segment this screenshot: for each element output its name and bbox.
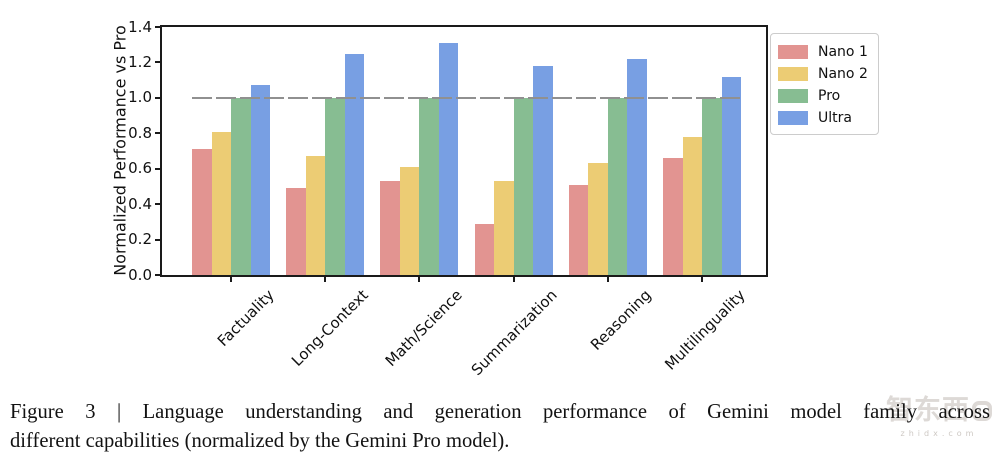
bar-ultra-summarization xyxy=(533,65,553,275)
caption-line-2: different capabilities (normalized by th… xyxy=(10,430,510,452)
y-tick-mark xyxy=(155,167,160,170)
legend-label-nano-1: Nano 1 xyxy=(818,44,868,60)
bar-pro-multilinguality xyxy=(702,97,722,275)
watermark: 智东西 zhidx.com xyxy=(884,396,994,438)
watermark-face-icon xyxy=(972,401,992,421)
bar-nano-2-factuality xyxy=(211,131,231,275)
y-tick-label: 1.4 xyxy=(128,17,152,36)
bar-ultra-long-context xyxy=(344,53,365,275)
legend-label-nano-2: Nano 2 xyxy=(818,66,868,82)
legend-item-ultra: Ultra xyxy=(778,107,878,129)
y-tick-label: 0.4 xyxy=(128,194,152,213)
x-tick-mark xyxy=(606,277,609,282)
legend-label-ultra: Ultra xyxy=(818,110,852,126)
legend-label-pro: Pro xyxy=(818,88,841,104)
y-tick-mark xyxy=(155,26,160,28)
x-tick-mark xyxy=(418,277,421,282)
bar-nano-2-long-context xyxy=(305,156,326,275)
legend-swatch-ultra xyxy=(778,111,808,125)
bar-ultra-math-science xyxy=(438,42,459,275)
figure-caption: Figure 3 | Language understanding and ge… xyxy=(10,398,990,456)
axis-spine-right xyxy=(766,25,768,277)
bar-nano-1-factuality xyxy=(192,149,212,275)
bar-ultra-reasoning xyxy=(627,58,647,275)
bar-ultra-multilinguality xyxy=(721,76,741,275)
caption-line-1: Figure 3 | Language understanding and ge… xyxy=(10,401,990,423)
bar-nano-1-math-science xyxy=(380,181,400,275)
y-tick-label: 0.2 xyxy=(128,230,152,249)
axis-spine-bottom xyxy=(160,275,768,277)
watermark-logo-text: 智东西 xyxy=(886,395,970,426)
bar-pro-math-science xyxy=(419,97,439,275)
y-axis-title: Normalized Performance vs Pro xyxy=(110,25,130,276)
bar-pro-factuality xyxy=(231,97,251,275)
axis-spine-top xyxy=(160,25,768,27)
legend-item-nano-2: Nano 2 xyxy=(778,63,878,85)
y-tick-mark xyxy=(155,274,160,276)
y-tick-label: 0.6 xyxy=(128,159,152,178)
bar-pro-reasoning xyxy=(607,97,628,275)
legend-item-pro: Pro xyxy=(778,85,878,107)
legend-swatch-pro xyxy=(778,89,808,103)
bar-pro-long-context xyxy=(325,97,345,275)
bar-pro-summarization xyxy=(513,97,534,275)
y-tick-label: 0.0 xyxy=(128,265,152,284)
legend-swatch-nano-1 xyxy=(778,45,808,59)
y-tick-mark xyxy=(155,203,160,206)
bar-nano-2-math-science xyxy=(399,166,420,275)
bar-nano-2-reasoning xyxy=(588,163,608,275)
x-tick-mark xyxy=(512,277,515,282)
y-tick-mark xyxy=(155,61,160,64)
legend: Nano 1 Nano 2 Pro Ultra xyxy=(770,33,879,135)
legend-swatch-nano-2 xyxy=(778,67,808,81)
bar-nano-1-multilinguality xyxy=(663,158,683,275)
y-tick-label: 1.2 xyxy=(128,52,152,71)
x-tick-mark xyxy=(230,277,232,282)
reference-line xyxy=(192,96,741,99)
bar-nano-1-long-context xyxy=(286,188,306,275)
y-tick-mark xyxy=(155,96,160,99)
axis-spine-left xyxy=(160,25,162,277)
bar-nano-1-reasoning xyxy=(568,184,589,275)
watermark-domain: zhidx.com xyxy=(900,429,978,438)
x-tick-mark xyxy=(324,277,327,282)
bar-nano-1-summarization xyxy=(474,223,495,275)
bar-ultra-factuality xyxy=(250,85,270,275)
y-tick-mark xyxy=(155,238,160,241)
bar-nano-2-summarization xyxy=(494,181,514,275)
watermark-logo: 智东西 xyxy=(884,396,994,426)
y-tick-mark xyxy=(155,132,160,135)
y-tick-label: 1.0 xyxy=(128,88,152,107)
legend-item-nano-1: Nano 1 xyxy=(778,41,878,63)
x-tick-mark xyxy=(701,277,703,282)
y-tick-label: 0.8 xyxy=(128,123,152,142)
bar-nano-2-multilinguality xyxy=(682,136,702,275)
